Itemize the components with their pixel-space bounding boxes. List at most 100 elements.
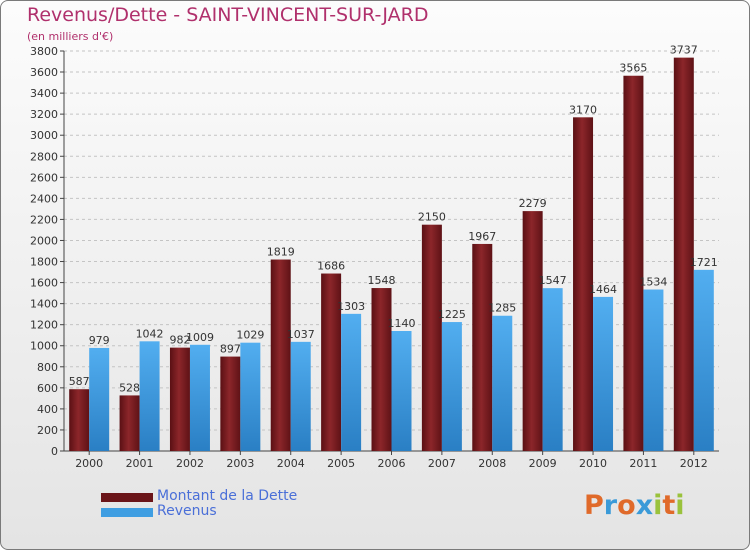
bar-debt xyxy=(371,288,392,451)
data-label-revenue: 1534 xyxy=(639,276,667,289)
data-label-debt: 587 xyxy=(69,375,90,388)
data-label-debt: 897 xyxy=(220,343,241,356)
legend-label-debt: Montant de la Dette xyxy=(157,488,298,504)
x-tick-label: 2000 xyxy=(75,457,103,470)
bar-debt xyxy=(321,273,342,451)
x-tick-label: 2001 xyxy=(126,457,154,470)
proxiti-logo: Proxiti xyxy=(584,490,685,521)
bar-debt xyxy=(69,389,90,451)
bar-revenue xyxy=(593,296,614,451)
data-label-debt: 1548 xyxy=(368,274,396,287)
logo-letter: i xyxy=(675,490,685,521)
data-label-revenue: 1721 xyxy=(690,256,718,269)
bar-revenue xyxy=(693,269,714,451)
data-label-debt: 1686 xyxy=(317,260,345,273)
y-tick-label: 2200 xyxy=(30,213,58,226)
x-tick-label: 2002 xyxy=(176,457,204,470)
y-tick-label: 1600 xyxy=(30,277,58,290)
bar-debt xyxy=(270,259,291,451)
y-tick-label: 3200 xyxy=(30,108,58,121)
y-tick-label: 1400 xyxy=(30,298,58,311)
axes: 0 200 400 600 800 1000 1200 1400 1600 1800 2000 220… xyxy=(30,45,719,470)
data-label-debt: 3737 xyxy=(670,44,698,57)
bar-revenue xyxy=(542,288,563,451)
data-label-revenue: 1009 xyxy=(186,331,214,344)
data-label-revenue: 1285 xyxy=(488,302,516,315)
x-tick-label: 2003 xyxy=(226,457,254,470)
logo-letter: o xyxy=(617,490,636,521)
data-label-debt: 982 xyxy=(169,334,190,347)
bar-revenue xyxy=(441,322,462,451)
y-tick-label: 1000 xyxy=(30,340,58,353)
data-label-debt: 2279 xyxy=(519,197,547,210)
x-tick-label: 2005 xyxy=(327,457,355,470)
x-tick-label: 2009 xyxy=(529,457,557,470)
data-label-debt: 2150 xyxy=(418,211,446,224)
bar-debt xyxy=(673,57,694,451)
y-tick-label: 0 xyxy=(51,445,58,458)
bar-debt xyxy=(623,75,644,451)
bar-revenue xyxy=(391,331,412,451)
data-label-revenue: 1042 xyxy=(136,327,164,340)
chart-subtitle: (en milliers d'€) xyxy=(27,30,114,43)
data-label-revenue: 1303 xyxy=(337,300,365,313)
legend-swatch-debt xyxy=(101,493,153,502)
bar-revenue xyxy=(290,341,311,451)
data-label-revenue: 1037 xyxy=(287,328,315,341)
logo-letter: x xyxy=(635,490,654,521)
y-tick-label: 1200 xyxy=(30,319,58,332)
data-label-revenue: 1225 xyxy=(438,308,466,321)
data-label-debt: 3565 xyxy=(619,62,647,75)
y-tick-label: 3400 xyxy=(30,87,58,100)
data-label-debt: 1819 xyxy=(267,246,295,259)
x-tick-label: 2007 xyxy=(428,457,456,470)
data-label-debt: 528 xyxy=(119,381,140,394)
y-tick-label: 400 xyxy=(37,403,58,416)
data-label-debt: 3170 xyxy=(569,103,597,116)
y-tick-label: 2400 xyxy=(30,192,58,205)
legend-label-revenue: Revenus xyxy=(157,503,217,519)
bar-revenue xyxy=(89,347,110,451)
y-tick-label: 2600 xyxy=(30,171,58,184)
y-tick-label: 3000 xyxy=(30,129,58,142)
logo-letter: P xyxy=(584,490,604,521)
x-tick-label: 2006 xyxy=(378,457,406,470)
bar-debt xyxy=(421,224,442,451)
bar-revenue xyxy=(240,342,261,451)
legend-swatch-revenue xyxy=(101,508,153,517)
x-tick-label: 2008 xyxy=(478,457,506,470)
bar-revenue xyxy=(341,313,362,451)
y-tick-label: 1800 xyxy=(30,256,58,269)
y-tick-label: 2000 xyxy=(30,234,58,247)
data-label-debt: 1967 xyxy=(468,230,496,243)
logo-letter: t xyxy=(662,490,676,521)
bar-debt xyxy=(169,347,190,451)
x-tick-label: 2011 xyxy=(629,457,657,470)
bar-debt xyxy=(522,211,543,451)
data-label-revenue: 1547 xyxy=(539,274,567,287)
bar-debt xyxy=(472,243,493,451)
chart-title: Revenus/Dette - SAINT-VINCENT-SUR-JARD xyxy=(27,4,429,26)
y-tick-label: 3800 xyxy=(30,45,58,58)
y-tick-label: 3600 xyxy=(30,66,58,79)
x-tick-label: 2012 xyxy=(680,457,708,470)
bar-revenue xyxy=(139,341,160,451)
y-tick-label: 800 xyxy=(37,361,58,374)
bar-debt xyxy=(573,117,594,451)
x-tick-label: 2010 xyxy=(579,457,607,470)
data-label-revenue: 1029 xyxy=(236,329,264,342)
logo-letter: i xyxy=(653,490,663,521)
bar-debt xyxy=(119,395,140,451)
data-label-revenue: 1140 xyxy=(388,317,416,330)
logo-letter: r xyxy=(603,490,618,521)
y-tick-label: 200 xyxy=(37,424,58,437)
bar-revenue xyxy=(643,289,664,451)
y-tick-label: 2800 xyxy=(30,150,58,163)
x-tick-label: 2004 xyxy=(277,457,305,470)
bar-debt xyxy=(220,356,241,451)
data-label-revenue: 1464 xyxy=(589,283,617,296)
bars xyxy=(69,57,714,451)
